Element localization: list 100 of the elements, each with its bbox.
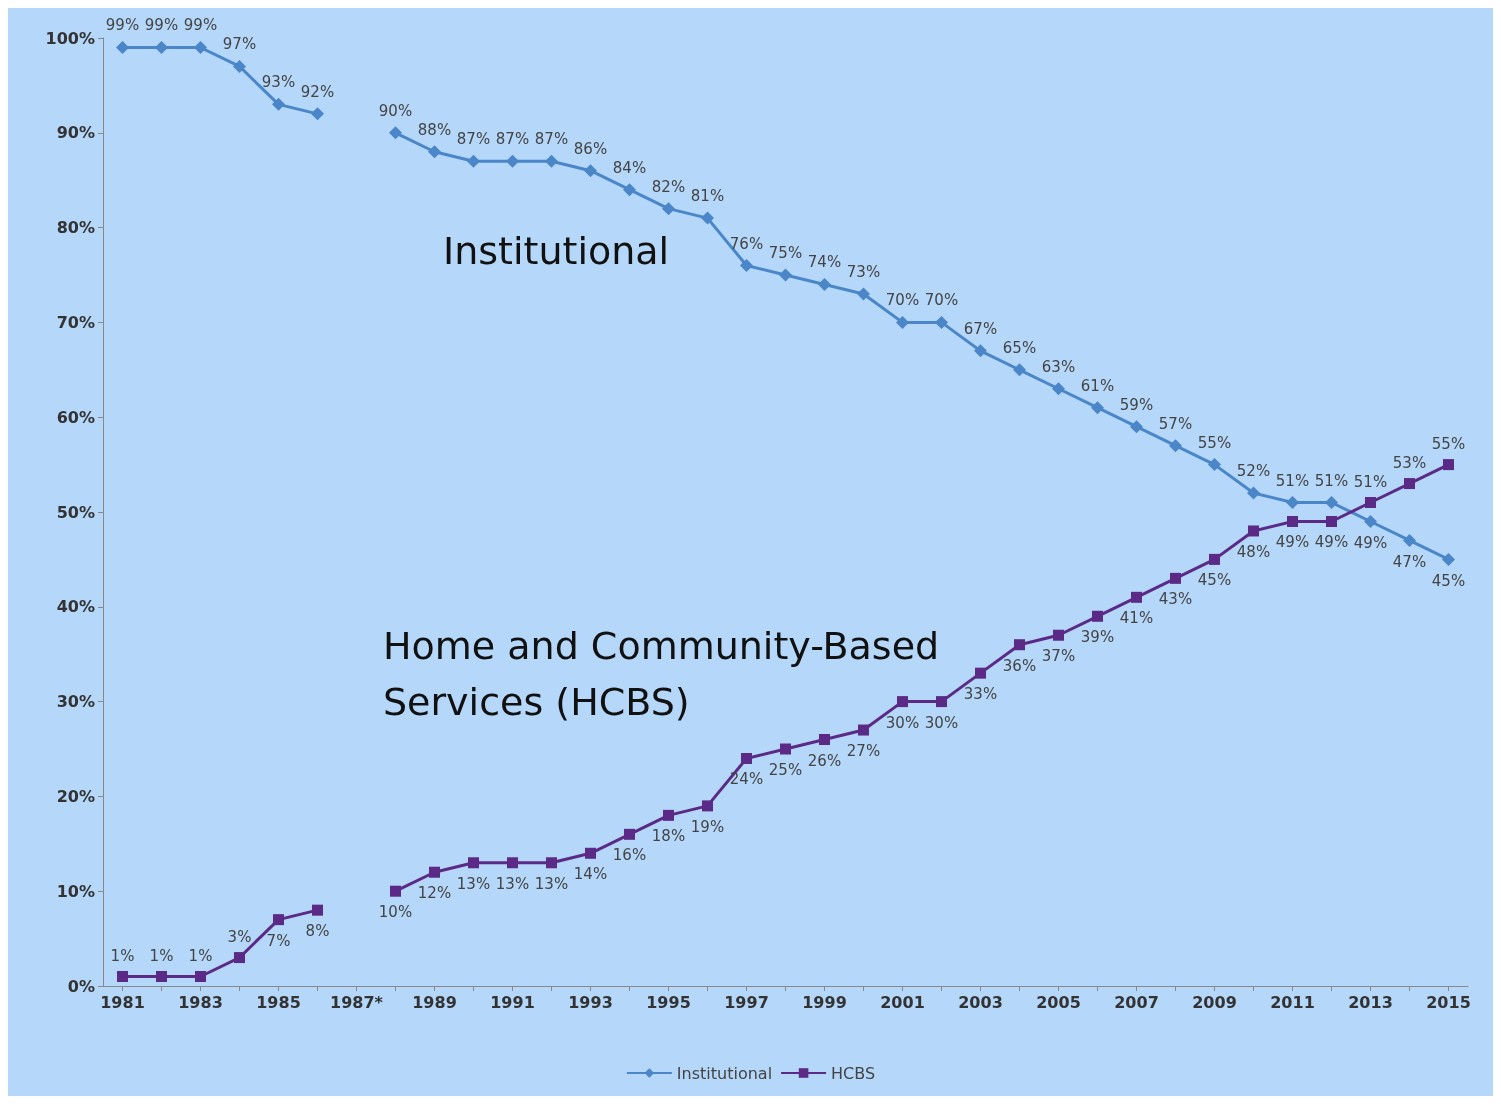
data-label: 30% (885, 713, 920, 732)
data-label: 19% (690, 817, 725, 836)
point (546, 857, 557, 869)
x-tick-label: 2007 (1114, 992, 1159, 1012)
data-label: 12% (417, 884, 452, 903)
data-label: 63% (1041, 357, 1076, 376)
data-label: 52% (1236, 462, 1271, 481)
data-label: 88% (417, 120, 452, 139)
x-tick-label: 1985 (256, 992, 301, 1012)
data-label: 65% (1002, 338, 1037, 357)
point (507, 857, 518, 869)
data-label: 82% (651, 177, 686, 196)
data-label: 37% (1041, 647, 1076, 666)
data-label: 51% (1275, 471, 1310, 490)
point (1053, 629, 1064, 641)
point (1443, 459, 1454, 471)
x-tick-label: 1981 (100, 992, 145, 1012)
data-label: 61% (1080, 376, 1115, 395)
point (780, 743, 791, 755)
point (390, 885, 401, 897)
x-tick-label: 2013 (1348, 992, 1393, 1012)
data-label: 87% (534, 130, 569, 149)
data-label: 16% (612, 846, 647, 865)
point (468, 857, 479, 869)
point (584, 164, 597, 178)
y-tick-label: 20% (56, 786, 95, 806)
point (155, 40, 168, 54)
point (1325, 496, 1338, 510)
point (1091, 401, 1104, 415)
data-label: 84% (612, 158, 647, 177)
data-label: 67% (963, 319, 998, 338)
point (234, 952, 245, 964)
point (662, 202, 675, 216)
data-label: 25% (768, 761, 803, 779)
data-label: 76% (729, 234, 764, 253)
data-label: 90% (378, 101, 413, 120)
point (1286, 496, 1299, 510)
y-tick-label: 70% (56, 312, 95, 332)
data-label: 10% (378, 903, 413, 922)
data-label: 39% (1080, 628, 1115, 647)
data-label: 53% (1392, 453, 1427, 472)
point (740, 259, 753, 273)
point (1208, 458, 1221, 472)
data-label: 87% (495, 130, 530, 149)
data-label: 87% (456, 130, 491, 149)
point (935, 315, 948, 329)
annotation: Institutional (443, 229, 670, 273)
point (623, 183, 636, 197)
data-label: 59% (1119, 395, 1154, 414)
data-label: 43% (1158, 590, 1193, 609)
data-label: 41% (1119, 609, 1154, 628)
point (195, 971, 206, 983)
point (429, 866, 440, 878)
point (779, 268, 792, 282)
data-label: 7% (266, 931, 291, 950)
data-label: 1% (110, 946, 135, 965)
y-tick-label: 40% (56, 597, 95, 617)
x-tick-label: 1995 (646, 992, 691, 1012)
data-label: 75% (768, 244, 803, 262)
data-label: 13% (534, 874, 569, 893)
point (701, 211, 714, 225)
point (858, 724, 869, 736)
point (1209, 553, 1220, 565)
data-label: 55% (1197, 433, 1232, 452)
data-label: 36% (1002, 656, 1037, 675)
x-tick-label: 2009 (1192, 992, 1237, 1012)
point (272, 97, 285, 111)
data-label: 27% (846, 742, 881, 761)
point (117, 971, 128, 983)
point (116, 40, 129, 54)
data-label: 49% (1353, 534, 1388, 553)
data-label: 45% (1197, 571, 1232, 590)
point (311, 107, 324, 121)
point (1326, 515, 1337, 527)
y-tick-label: 90% (56, 123, 95, 143)
point (624, 828, 635, 840)
x-tick-label: 1997 (724, 992, 769, 1012)
data-label: 70% (885, 291, 920, 310)
data-label: 1% (149, 946, 174, 965)
data-label: 18% (651, 827, 686, 846)
point (1247, 486, 1260, 500)
x-tick-label: 2005 (1036, 992, 1081, 1012)
point (975, 667, 986, 679)
point (897, 696, 908, 708)
data-label: 99% (105, 16, 140, 35)
y-tick-label: 50% (56, 502, 95, 522)
data-label: 24% (729, 770, 764, 789)
x-tick-label: 1987* (330, 992, 384, 1012)
x-tick-label: 1993 (568, 992, 613, 1012)
point (506, 154, 519, 168)
point (1013, 363, 1026, 377)
data-label: 3% (227, 927, 252, 946)
data-label: 47% (1392, 553, 1427, 572)
data-label: 92% (300, 82, 335, 101)
point (1130, 420, 1143, 434)
data-label: 51% (1353, 472, 1388, 491)
point (1014, 639, 1025, 651)
data-label: 45% (1431, 572, 1466, 591)
point (663, 809, 674, 821)
point (194, 40, 207, 54)
